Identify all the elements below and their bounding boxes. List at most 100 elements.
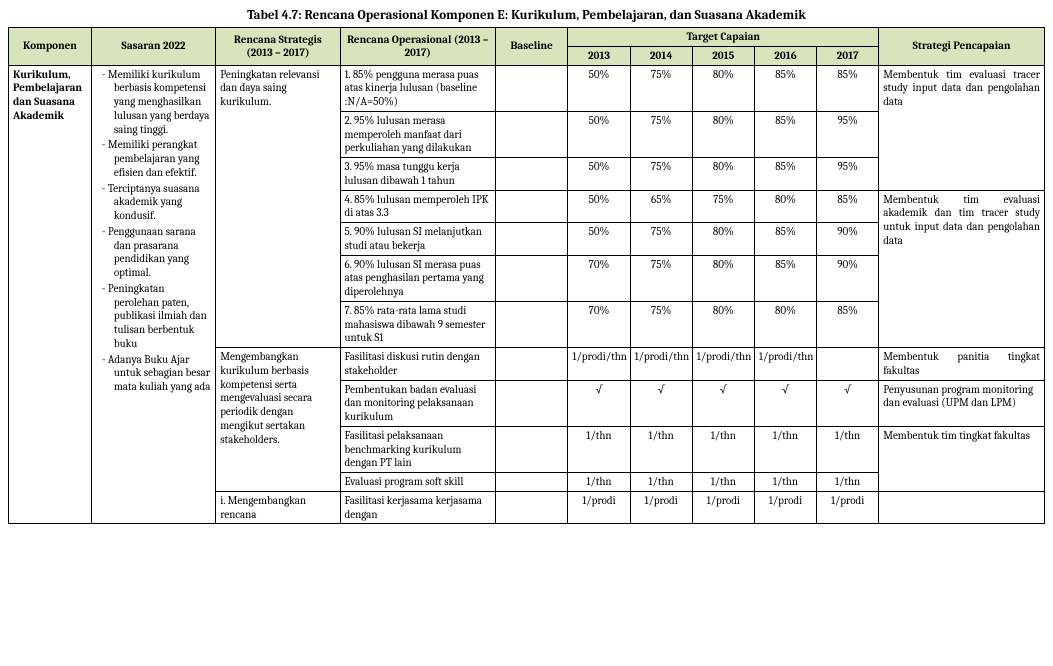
cell-baseline <box>495 491 568 524</box>
cell-2016: √ <box>754 380 816 426</box>
cell-baseline <box>495 426 568 472</box>
cell-2017: 1/prodi <box>817 491 879 524</box>
h-2015: 2015 <box>692 46 754 65</box>
cell-2015: 80% <box>692 255 754 301</box>
sasaran-item: Terciptanya suasana akademik yang kondus… <box>96 182 211 223</box>
header-row-1: Komponen Sasaran 2022 Rencana Strategis … <box>9 28 1045 47</box>
h-baseline: Baseline <box>495 28 568 66</box>
cell-2017: 1/thn <box>817 426 879 472</box>
cell-2016: 1/prodi/thn <box>754 348 816 381</box>
cell-2016: 85% <box>754 223 816 256</box>
sasaran-item: Memiliki perangkat pembelajaran yang efi… <box>96 138 211 179</box>
cell-2015: 1/thn <box>692 426 754 472</box>
cell-2015: 80% <box>692 301 754 347</box>
cell-2015: 75% <box>692 190 754 223</box>
cell-baseline <box>495 255 568 301</box>
cell-komponen: Kurikulum, Pembelajaran dan Suasana Akad… <box>9 65 92 524</box>
cell-2016: 80% <box>754 190 816 223</box>
cell-renops: 7. 85% rata-rata lama studi mahasiswa di… <box>340 301 495 347</box>
h-sasaran: Sasaran 2022 <box>91 28 215 66</box>
cell-2013: √ <box>568 380 630 426</box>
table-row: Kurikulum, Pembelajaran dan Suasana Akad… <box>9 65 1045 111</box>
cell-renops: Evaluasi program soft skill <box>340 473 495 492</box>
cell-2015: 80% <box>692 223 754 256</box>
sasaran-item: Penggunaan sarana dan prasarana pendidik… <box>96 225 211 280</box>
cell-2016: 80% <box>754 301 816 347</box>
cell-2017: 95% <box>817 111 879 157</box>
cell-baseline <box>495 380 568 426</box>
cell-baseline <box>495 65 568 111</box>
h-2016: 2016 <box>754 46 816 65</box>
cell-renops: 1. 85% pengguna merasa puas atas kinerja… <box>340 65 495 111</box>
cell-2015: 1/prodi <box>692 491 754 524</box>
h-renstra: Rencana Strategis (2013 – 2017) <box>216 28 340 66</box>
cell-baseline <box>495 158 568 191</box>
table-title: Tabel 4.7: Rencana Operasional Komponen … <box>8 8 1045 23</box>
cell-2014: 1/prodi <box>630 491 692 524</box>
operational-plan-table: Komponen Sasaran 2022 Rencana Strategis … <box>8 27 1045 524</box>
cell-renops: 2. 95% lulusan merasa memperoleh manfaat… <box>340 111 495 157</box>
cell-baseline <box>495 348 568 381</box>
h-2017: 2017 <box>817 46 879 65</box>
h-strategi: Strategi Pencapaian <box>879 28 1045 66</box>
cell-2014: 1/prodi/thn <box>630 348 692 381</box>
cell-2013: 1/prodi <box>568 491 630 524</box>
cell-strategi-2: Membentuk tim evaluasi akademik dan tim … <box>879 190 1045 348</box>
cell-2014: 75% <box>630 255 692 301</box>
cell-strategi-4: Penyusunan program monitoring dan evalua… <box>879 380 1045 426</box>
cell-2013: 1/thn <box>568 473 630 492</box>
cell-baseline <box>495 301 568 347</box>
cell-baseline <box>495 223 568 256</box>
cell-2014: 1/thn <box>630 473 692 492</box>
cell-renops: Fasilitasi pelaksanaan benchmarking kuri… <box>340 426 495 472</box>
cell-2017: 85% <box>817 301 879 347</box>
cell-2015: √ <box>692 380 754 426</box>
cell-2013: 1/thn <box>568 426 630 472</box>
cell-2014: 1/thn <box>630 426 692 472</box>
cell-2017: 90% <box>817 223 879 256</box>
cell-2015: 80% <box>692 111 754 157</box>
sasaran-item: Adanya Buku Ajar untuk sebagian besar ma… <box>96 353 211 394</box>
cell-2017: 1/thn <box>817 473 879 492</box>
cell-2015: 1/prodi/thn <box>692 348 754 381</box>
cell-strategi-3: Membentuk panitia tingkat fakultas <box>879 348 1045 381</box>
h-2013: 2013 <box>568 46 630 65</box>
cell-2014: 75% <box>630 223 692 256</box>
cell-2016: 1/thn <box>754 426 816 472</box>
cell-2016: 85% <box>754 111 816 157</box>
cell-2015: 80% <box>692 158 754 191</box>
cell-2013: 50% <box>568 65 630 111</box>
cell-2017: 90% <box>817 255 879 301</box>
cell-renstra-1: Peningkatan relevansi dan daya saing kur… <box>216 65 340 348</box>
cell-renops: 6. 90% lulusan SI merasa puas atas pengh… <box>340 255 495 301</box>
cell-2017: 95% <box>817 158 879 191</box>
cell-2016: 85% <box>754 158 816 191</box>
cell-renstra-2: Mengembangkan kurikulum berbasis kompete… <box>216 348 340 492</box>
h-renops: Rencana Operasional (2013 – 2017) <box>340 28 495 66</box>
cell-baseline <box>495 111 568 157</box>
cell-2013: 50% <box>568 111 630 157</box>
cell-2017: 85% <box>817 190 879 223</box>
cell-strategi-5: Membentuk tim tingkat fakultas <box>879 426 1045 491</box>
cell-renops: Pembentukan badan evaluasi dan monitorin… <box>340 380 495 426</box>
cell-renops: 3. 95% masa tunggu kerja lulusan dibawah… <box>340 158 495 191</box>
cell-2013: 70% <box>568 255 630 301</box>
cell-2016: 85% <box>754 255 816 301</box>
cell-renstra-3: i. Mengembangkan rencana <box>216 491 340 524</box>
cell-2014: 75% <box>630 301 692 347</box>
cell-2013: 50% <box>568 158 630 191</box>
cell-2014: 65% <box>630 190 692 223</box>
cell-2014: √ <box>630 380 692 426</box>
cell-2014: 75% <box>630 158 692 191</box>
cell-strategi-6 <box>879 491 1045 524</box>
cell-2016: 1/thn <box>754 473 816 492</box>
cell-renops: 5. 90% lulusan SI melanjutkan studi atau… <box>340 223 495 256</box>
sasaran-item: Peningkatan perolehan paten, publikasi i… <box>96 282 211 351</box>
cell-2013: 50% <box>568 190 630 223</box>
cell-2013: 50% <box>568 223 630 256</box>
cell-2014: 75% <box>630 111 692 157</box>
cell-2017 <box>817 348 879 381</box>
h-2014: 2014 <box>630 46 692 65</box>
cell-strategi-1: Membentuk tim evaluasi tracer study inpu… <box>879 65 1045 190</box>
cell-2016: 1/prodi <box>754 491 816 524</box>
